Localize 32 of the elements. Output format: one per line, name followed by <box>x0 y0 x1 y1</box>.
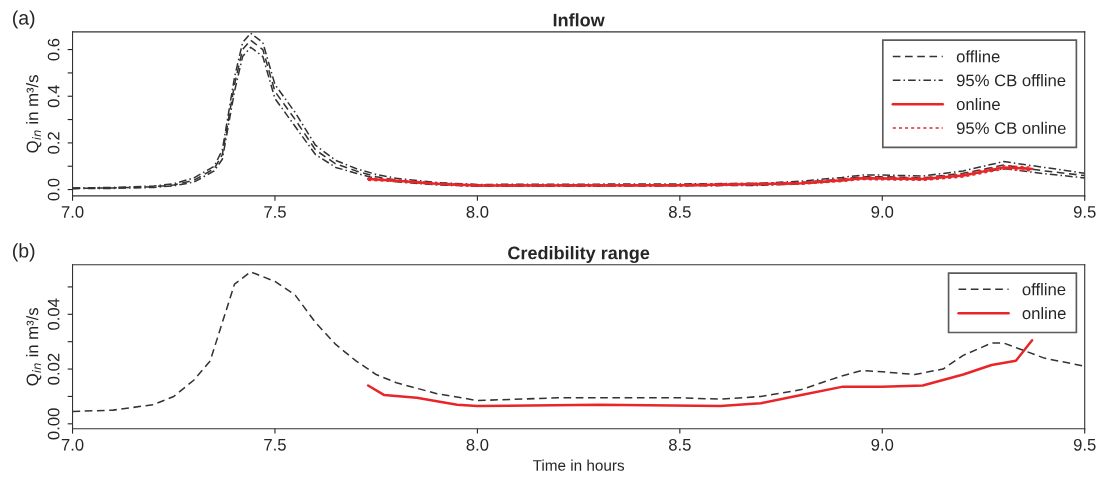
x-axis-title: Time in hours <box>532 459 625 471</box>
x-tick-label: 8.5 <box>668 438 691 451</box>
x-tick-label: 7.0 <box>61 438 84 451</box>
text: (b) <box>13 243 35 262</box>
x-tick-label: 9.0 <box>871 206 894 218</box>
legend-label: online <box>1022 306 1066 320</box>
chart-title: Inflow <box>553 13 605 27</box>
chart-title: Credibility range <box>508 246 650 264</box>
y-tick-label: 0.04 <box>47 298 60 330</box>
y-tick-label: 0.4 <box>47 85 60 108</box>
legend-label: online <box>956 97 1000 111</box>
y-tick-label: 0.00 <box>47 408 60 440</box>
x-tick-label: 7.0 <box>61 206 84 218</box>
legend-label: 95% CB online <box>956 121 1066 135</box>
legend-label: 95% CB offline <box>956 74 1066 87</box>
x-tick-label: 9.5 <box>1073 206 1096 218</box>
x-tick-label: 9.0 <box>871 438 894 451</box>
y-tick-label: 0.2 <box>47 132 60 154</box>
x-tick-label: 7.5 <box>264 439 286 451</box>
y-tick-label: 0.02 <box>47 353 60 385</box>
x-tick-label: 8.5 <box>668 206 691 218</box>
text: (a) <box>13 10 35 29</box>
x-tick-label: 8.0 <box>466 206 489 218</box>
legend-label: offline <box>956 50 1000 63</box>
y-tick-label: 0.6 <box>47 38 60 61</box>
x-tick-label: 9.5 <box>1073 438 1096 451</box>
legend-label: offline <box>1022 283 1066 296</box>
y-tick-label: 0.0 <box>47 178 60 201</box>
x-tick-label: 8.0 <box>466 438 489 451</box>
y-axis-title: Q$_{in}$ in m³/s <box>26 308 42 386</box>
x-tick-label: 7.5 <box>264 206 286 218</box>
y-axis-title: Q$_{in}$ in m³/s <box>26 75 42 153</box>
